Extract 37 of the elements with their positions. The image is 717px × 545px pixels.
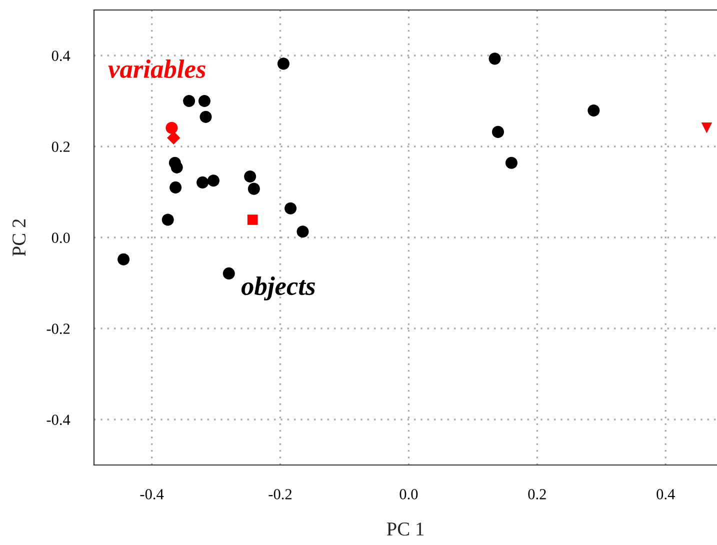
- point: [207, 174, 220, 187]
- point: [118, 253, 130, 266]
- point: [505, 156, 518, 169]
- point: [183, 94, 196, 108]
- annotation: objects: [241, 276, 315, 300]
- point: [196, 176, 209, 188]
- y-tick-label: -0.4: [46, 414, 70, 426]
- point: [244, 170, 256, 183]
- x-tick-label: 0.2: [528, 489, 546, 500]
- y-tick-label: 0.4: [52, 50, 70, 62]
- point: [296, 226, 309, 238]
- x-tick-label: -0.2: [268, 489, 292, 500]
- point: [166, 122, 178, 134]
- y-axis-title: PC 2: [12, 219, 26, 256]
- point: [198, 94, 210, 108]
- point: [492, 126, 504, 138]
- point: [167, 131, 180, 144]
- y-tick-label: 0.2: [52, 142, 70, 152]
- x-tick-label: -0.4: [140, 489, 164, 500]
- point: [488, 52, 501, 65]
- x-tick-label: 0.4: [656, 489, 675, 500]
- x-tick-label: 0.0: [400, 489, 418, 500]
- point: [277, 58, 290, 70]
- point: [248, 182, 260, 195]
- annotation: variables: [108, 59, 206, 78]
- x-axis-title: PC 1: [386, 522, 424, 536]
- point: [247, 214, 258, 225]
- point: [200, 110, 212, 123]
- point: [222, 267, 235, 280]
- point: [284, 202, 297, 214]
- y-tick-label: 0.0: [52, 232, 70, 244]
- point: [170, 161, 183, 174]
- point: [162, 214, 174, 226]
- point: [588, 104, 600, 117]
- point: [170, 181, 182, 194]
- point: [701, 122, 712, 134]
- y-tick-label: -0.2: [46, 324, 70, 334]
